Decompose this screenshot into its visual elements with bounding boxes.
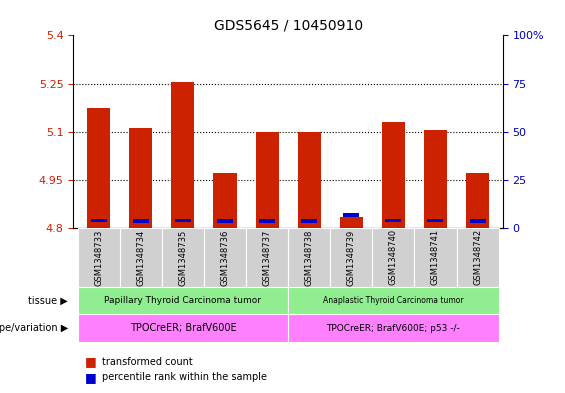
Bar (255, 132, 279, 228)
Text: GSM1348739: GSM1348739 (347, 229, 356, 286)
Text: ■: ■ (85, 371, 97, 384)
Bar (288, 287, 499, 314)
Bar (77, 287, 288, 314)
Text: tissue ▶: tissue ▶ (28, 296, 68, 306)
Text: GSM1348736: GSM1348736 (220, 229, 229, 286)
Text: GSM1348735: GSM1348735 (179, 229, 188, 286)
Title: GDS5645 / 10450910: GDS5645 / 10450910 (214, 19, 363, 33)
Bar (214, 173, 237, 228)
Bar (466, 173, 489, 228)
Bar (87, 108, 110, 228)
Bar (340, 217, 363, 228)
Text: genotype/variation ▶: genotype/variation ▶ (0, 323, 68, 333)
Bar (77, 228, 120, 287)
Text: GSM1348742: GSM1348742 (473, 230, 482, 285)
Bar (301, 219, 317, 223)
Bar (175, 219, 191, 222)
Bar (204, 228, 246, 287)
Text: TPOCreER; BrafV600E; p53 -/-: TPOCreER; BrafV600E; p53 -/- (327, 324, 460, 332)
Text: GSM1348738: GSM1348738 (305, 229, 314, 286)
Bar (91, 219, 107, 222)
Bar (217, 219, 233, 223)
Bar (171, 82, 194, 228)
Text: TPOCreER; BrafV600E: TPOCreER; BrafV600E (129, 323, 236, 333)
Bar (288, 228, 331, 287)
Bar (288, 314, 499, 342)
Bar (259, 219, 275, 223)
Text: GSM1348741: GSM1348741 (431, 230, 440, 285)
Bar (424, 130, 447, 228)
Bar (129, 129, 153, 228)
Text: percentile rank within the sample: percentile rank within the sample (102, 372, 267, 382)
Text: transformed count: transformed count (102, 356, 193, 367)
Bar (470, 219, 485, 223)
Text: Anaplastic Thyroid Carcinoma tumor: Anaplastic Thyroid Carcinoma tumor (323, 296, 464, 305)
Bar (385, 219, 401, 222)
Bar (372, 228, 415, 287)
Bar (246, 228, 288, 287)
Text: GSM1348733: GSM1348733 (94, 229, 103, 286)
Text: GSM1348734: GSM1348734 (136, 229, 145, 286)
Bar (298, 132, 321, 228)
Bar (428, 219, 444, 222)
Bar (77, 314, 288, 342)
Bar (120, 228, 162, 287)
Text: GSM1348737: GSM1348737 (263, 229, 272, 286)
Bar (457, 228, 499, 287)
Bar (133, 219, 149, 223)
Bar (331, 228, 372, 287)
Bar (162, 228, 204, 287)
Text: Papillary Thyroid Carcinoma tumor: Papillary Thyroid Carcinoma tumor (105, 296, 262, 305)
Bar (344, 213, 359, 217)
Text: GSM1348740: GSM1348740 (389, 230, 398, 285)
Bar (382, 122, 405, 228)
Bar (415, 228, 457, 287)
Text: ■: ■ (85, 355, 97, 368)
